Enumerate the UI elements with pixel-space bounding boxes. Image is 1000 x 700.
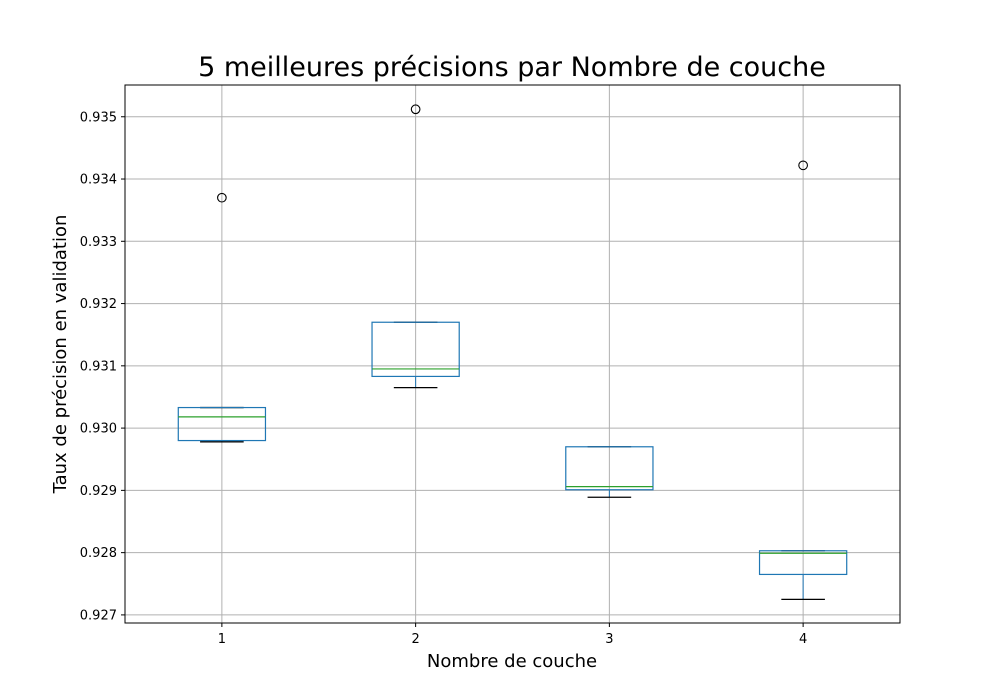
x-tick-label: 1 (218, 632, 226, 647)
boxes (177, 104, 848, 600)
x-tick-label: 3 (605, 632, 613, 647)
chart-title: 5 meilleures précisions par Nombre de co… (198, 52, 826, 83)
y-tick-label: 0.934 (80, 173, 117, 188)
grid (125, 85, 900, 623)
iqr-box (177, 406, 267, 442)
y-tick-label: 0.935 (80, 110, 117, 125)
y-tick-label: 0.930 (80, 422, 117, 437)
iqr-box (758, 550, 848, 576)
x-axis-label: Nombre de couche (427, 651, 597, 672)
box-group-4 (758, 160, 848, 600)
y-tick-label: 0.928 (80, 546, 117, 561)
box-group-2 (371, 104, 460, 389)
x-tick-label: 2 (411, 632, 419, 647)
y-axis-label: Taux de précision en validation (50, 215, 71, 495)
y-tick-label: 0.932 (80, 297, 117, 312)
y-tick-label: 0.929 (80, 484, 117, 499)
axis-ticks: 0.927 0.928 0.929 0.930 0.931 0.932 0.933 0.934… (80, 110, 807, 647)
x-tick-label: 4 (799, 632, 807, 647)
y-tick-label: 0.931 (80, 359, 117, 374)
y-tick-label: 0.933 (80, 235, 117, 250)
iqr-box (371, 321, 460, 378)
outlier-point (798, 160, 808, 171)
y-tick-label: 0.927 (80, 608, 117, 623)
outlier-point (410, 104, 421, 115)
iqr-box (565, 446, 654, 491)
box-group-1 (177, 192, 267, 443)
outlier-point (217, 192, 227, 203)
plot-frame (124, 84, 901, 624)
box-group-3 (565, 446, 654, 498)
